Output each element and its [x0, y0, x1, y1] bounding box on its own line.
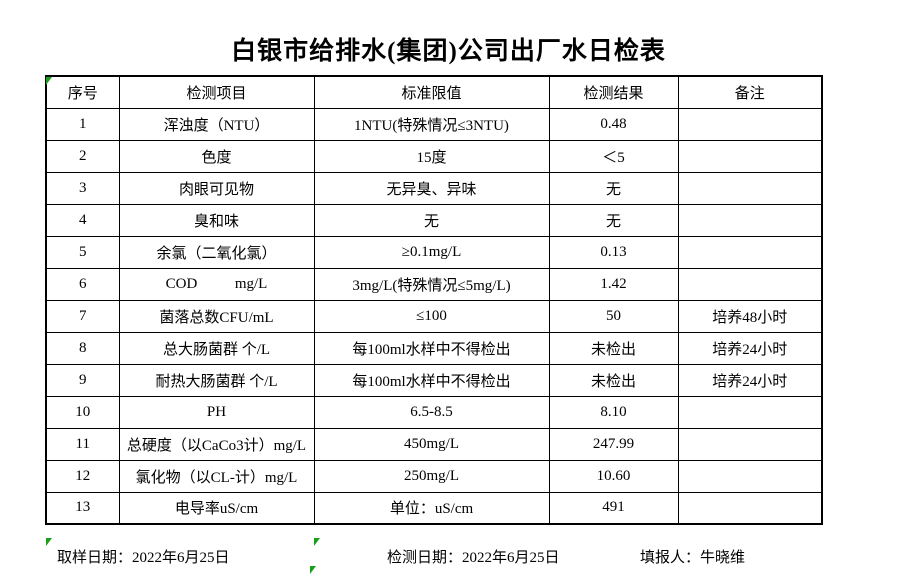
test-date-label: 检测日期：2022年6月25日 — [387, 550, 560, 566]
col-header-serial: 序号 — [45, 75, 120, 109]
serial-cell: 5 — [45, 235, 120, 269]
limit-cell: 450mg/L — [313, 427, 550, 461]
excel-error-indicator-icon — [310, 566, 316, 574]
table-row: 10 PH 6.5-8.5 8.10 — [45, 395, 823, 429]
result-cell: ＜5 — [548, 139, 679, 173]
remark-cell: 培养24小时 — [677, 363, 823, 397]
table-row: 4 臭和味无无 — [45, 203, 823, 237]
item-cell: 氯化物（以CL-计）mg/L — [118, 459, 315, 493]
table-body: 1 浑浊度（NTU） 1NTU(特殊情况≤3NTU) 0.48 2 色度 15度 ＜5 3 肉眼可… — [45, 107, 823, 525]
limit-cell: 每100ml水样中不得检出 — [313, 363, 550, 397]
item-cell: COD mg/L — [118, 267, 315, 301]
item-cell: 肉眼可见物 — [118, 171, 315, 205]
item-cell: 总硬度（以CaCo3计）mg/L — [118, 427, 315, 461]
page-title: 白银市给排水(集团)公司出厂水日检表 — [231, 38, 666, 65]
table-row: 6 COD mg/L 3mg/L(特殊情况≤5mg/L) 1.42 — [45, 267, 823, 301]
table-row: 8 总大肠菌群 个/L 每100ml水样中不得检出 未检出 培养24小时 — [45, 331, 823, 365]
limit-cell: 3mg/L(特殊情况≤5mg/L) — [313, 267, 550, 301]
excel-error-indicator-icon — [314, 538, 320, 546]
serial-cell: 4 — [45, 203, 120, 237]
remark-cell — [677, 427, 823, 461]
limit-cell: 单位：uS/cm — [313, 491, 550, 525]
col-header-result: 检测结果 — [548, 75, 679, 109]
serial-cell: 3 — [45, 171, 120, 205]
item-cell: 电导率uS/cm — [118, 491, 315, 525]
serial-cell: 10 — [45, 395, 120, 429]
result-cell: 247.99 — [548, 427, 679, 461]
table-row: 12 氯化物（以CL-计）mg/L 250mg/L 10.60 — [45, 459, 823, 493]
limit-cell: 无 — [313, 203, 550, 237]
result-cell: 50 — [548, 299, 679, 333]
remark-cell — [677, 171, 823, 205]
remark-cell — [677, 491, 823, 525]
excel-error-indicator-icon — [46, 538, 52, 546]
item-cell: 耐热大肠菌群 个/L — [118, 363, 315, 397]
limit-cell: ≥0.1mg/L — [313, 235, 550, 269]
result-cell: 未检出 — [548, 331, 679, 365]
remark-cell — [677, 203, 823, 237]
result-cell: 0.48 — [548, 107, 679, 141]
limit-cell: 无异臭、异味 — [313, 171, 550, 205]
item-cell: 菌落总数CFU/mL — [118, 299, 315, 333]
table-row: 9 耐热大肠菌群 个/L 每100ml水样中不得检出 未检出 培养24小时 — [45, 363, 823, 397]
remark-cell — [677, 139, 823, 173]
table-row: 11 总硬度（以CaCo3计）mg/L 450mg/L 247.99 — [45, 427, 823, 461]
excel-error-indicator-icon — [46, 77, 52, 85]
col-header-limit: 标准限值 — [313, 75, 550, 109]
serial-cell: 7 — [45, 299, 120, 333]
item-cell: PH — [118, 395, 315, 429]
reporter-label: 填报人：牛晓维 — [640, 550, 746, 566]
remark-cell: 培养48小时 — [677, 299, 823, 333]
table-row: 5 余氯（二氧化氯） ≥0.1mg/L 0.13 — [45, 235, 823, 269]
result-cell: 8.10 — [548, 395, 679, 429]
remark-cell — [677, 459, 823, 493]
result-cell: 10.60 — [548, 459, 679, 493]
inspection-table: 序号 检测项目 标准限值 检测结果 备注 1 浑浊度（NTU） 1NTU(特殊情况≤… — [45, 75, 823, 525]
item-cell: 浑浊度（NTU） — [118, 107, 315, 141]
remark-cell: 培养24小时 — [677, 331, 823, 365]
serial-cell: 9 — [45, 363, 120, 397]
col-header-remark: 备注 — [677, 75, 823, 109]
table-row: 3 肉眼可见物 无异臭、异味无 — [45, 171, 823, 205]
serial-cell: 13 — [45, 491, 120, 525]
serial-cell: 6 — [45, 267, 120, 301]
table-header-row: 序号 检测项目 标准限值 检测结果 备注 — [45, 75, 823, 109]
serial-cell: 2 — [45, 139, 120, 173]
table-row: 13 电导率uS/cm 单位：uS/cm 491 — [45, 491, 823, 525]
serial-cell: 1 — [45, 107, 120, 141]
serial-cell: 8 — [45, 331, 120, 365]
result-cell: 1.42 — [548, 267, 679, 301]
col-header-item: 检测项目 — [118, 75, 315, 109]
limit-cell: 1NTU(特殊情况≤3NTU) — [313, 107, 550, 141]
result-cell: 未检出 — [548, 363, 679, 397]
item-cell: 臭和味 — [118, 203, 315, 237]
remark-cell — [677, 267, 823, 301]
remark-cell — [677, 107, 823, 141]
limit-cell: 250mg/L — [313, 459, 550, 493]
table-row: 1 浑浊度（NTU） 1NTU(特殊情况≤3NTU) 0.48 — [45, 107, 823, 141]
limit-cell: 15度 — [313, 139, 550, 173]
table-row: 7 菌落总数CFU/mL ≤100 50 培养48小时 — [45, 299, 823, 333]
remark-cell — [677, 235, 823, 269]
sampling-date-label: 取样日期：2022年6月25日 — [57, 550, 230, 566]
result-cell: 0.13 — [548, 235, 679, 269]
result-cell: 491 — [548, 491, 679, 525]
item-cell: 总大肠菌群 个/L — [118, 331, 315, 365]
serial-cell: 11 — [45, 427, 120, 461]
limit-cell: ≤100 — [313, 299, 550, 333]
serial-cell: 12 — [45, 459, 120, 493]
limit-cell: 6.5-8.5 — [313, 395, 550, 429]
table-row: 2 色度 15度 ＜5 — [45, 139, 823, 173]
item-cell: 余氯（二氧化氯） — [118, 235, 315, 269]
remark-cell — [677, 395, 823, 429]
result-cell: 无 — [548, 171, 679, 205]
result-cell: 无 — [548, 203, 679, 237]
limit-cell: 每100ml水样中不得检出 — [313, 331, 550, 365]
item-cell: 色度 — [118, 139, 315, 173]
